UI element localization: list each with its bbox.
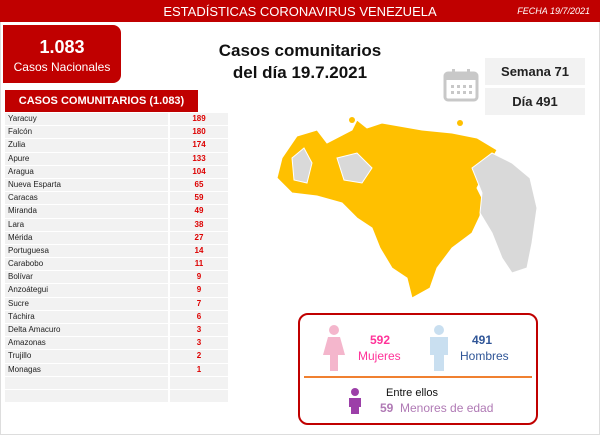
women-count: 592 [370, 333, 391, 347]
table-row: Falcón 180 [5, 126, 228, 139]
women-label: Mujeres [358, 349, 401, 363]
state-name: Yaracuy [5, 113, 168, 126]
table-row: Apure 133 [5, 152, 228, 166]
table-row: Zulia 174 [5, 139, 228, 152]
state-cases [170, 376, 228, 389]
minors-label: Menores de edad [400, 401, 494, 415]
state-cases: 3 [170, 324, 228, 337]
table-row: Miranda 49 [5, 205, 228, 218]
state-name: Bolívar [5, 271, 168, 284]
map-states-no-cases [291, 147, 538, 274]
state-cases: 7 [170, 297, 228, 310]
table-row: Trujillo 2 [5, 350, 228, 363]
state-name: Mérida [5, 231, 168, 244]
table-row: Bolívar 9 [5, 271, 228, 284]
men-count: 491 [472, 333, 493, 347]
map-island [349, 117, 355, 123]
map-nueva-esparta [457, 120, 463, 126]
state-name: Carabobo [5, 258, 168, 271]
state-name: Apure [5, 152, 168, 165]
state-name: Anzoátegui [5, 284, 168, 297]
calendar-icon [443, 69, 479, 102]
state-cases: 14 [170, 244, 228, 258]
state-name: Zulia [5, 139, 168, 152]
state-cases: 27 [170, 231, 228, 244]
state-cases: 189 [170, 113, 228, 126]
state-name: Táchira [5, 310, 168, 323]
woman-icon [323, 325, 345, 371]
state-cases: 59 [170, 192, 228, 205]
state-name: Trujillo [5, 350, 168, 363]
table-row: Sucre 7 [5, 297, 228, 311]
national-cases-label: Casos Nacionales [13, 60, 111, 74]
page-title: Casos comunitarios del día 19.7.2021 [180, 40, 420, 84]
state-name: Falcón [5, 126, 168, 139]
table-row: Aragua 104 [5, 165, 228, 179]
state-cases: 104 [170, 165, 228, 178]
table-row: Caracas 59 [5, 192, 228, 205]
state-cases: 9 [170, 271, 228, 284]
venezuela-map [276, 117, 538, 299]
state-name: Nueva Esparta [5, 178, 168, 192]
table-row: Amazonas 3 [5, 337, 228, 350]
state-name: Delta Amacuro [5, 324, 168, 337]
header-bar: ESTADÍSTICAS CORONAVIRUS VENEZUELA FECHA… [0, 0, 600, 22]
cases-table: Yaracuy 189 Falcón 180 Zulia 174 Apure 133 Aragu… [5, 113, 228, 403]
state-name: Portuguesa [5, 244, 168, 258]
table-row: Yaracuy 189 [5, 113, 228, 126]
table-row: Lara 38 [5, 218, 228, 232]
state-cases: 180 [170, 126, 228, 139]
table-header: CASOS COMUNITARIOS (1.083) [5, 90, 198, 112]
minors-count: 59 [380, 401, 394, 415]
state-cases: 2 [170, 350, 228, 363]
table-row: Carabobo 11 [5, 258, 228, 271]
table-row: Portuguesa 14 [5, 244, 228, 258]
title-line-2: del día 19.7.2021 [232, 63, 368, 82]
state-cases: 174 [170, 139, 228, 152]
state-cases: 3 [170, 337, 228, 350]
table-row [5, 376, 228, 390]
state-name: Aragua [5, 165, 168, 178]
table-row: Delta Amacuro 3 [5, 324, 228, 337]
state-name: Sucre [5, 297, 168, 310]
state-name: Monagas [5, 363, 168, 376]
national-cases-box: 1.083 Casos Nacionales [3, 25, 121, 83]
header-title: ESTADÍSTICAS CORONAVIRUS VENEZUELA [163, 4, 437, 19]
header-date: FECHA 19/7/2021 [517, 6, 590, 16]
table-row: Anzoátegui 9 [5, 284, 228, 297]
national-cases-value: 1.083 [39, 37, 85, 57]
day-box: Día 491 [485, 88, 585, 115]
child-icon [349, 388, 361, 414]
men-label: Hombres [460, 349, 509, 363]
state-name: Caracas [5, 192, 168, 205]
divider [304, 376, 532, 378]
state-cases: 38 [170, 218, 228, 231]
table-row [5, 389, 228, 403]
state-name [5, 389, 168, 403]
title-line-1: Casos comunitarios [218, 41, 382, 60]
table-row: Nueva Esparta 65 [5, 178, 228, 192]
state-name: Lara [5, 218, 168, 231]
map-states-with-cases [276, 119, 498, 299]
man-icon [430, 325, 448, 371]
state-cases: 6 [170, 310, 228, 323]
state-cases: 1 [170, 363, 228, 376]
state-cases: 9 [170, 284, 228, 297]
week-box: Semana 71 [485, 58, 585, 85]
state-cases [170, 389, 228, 403]
gender-box: 592 Mujeres 491 Hombres Entre ellos 59 M… [298, 313, 538, 425]
state-cases: 11 [170, 258, 228, 271]
state-cases: 65 [170, 178, 228, 192]
state-name: Amazonas [5, 337, 168, 350]
state-cases: 133 [170, 152, 228, 165]
state-name: Miranda [5, 205, 168, 218]
table-row: Mérida 27 [5, 231, 228, 245]
table-row: Monagas 1 [5, 363, 228, 377]
table-row: Táchira 6 [5, 310, 228, 324]
state-name [5, 376, 168, 389]
state-cases: 49 [170, 205, 228, 218]
among-label: Entre ellos [386, 387, 438, 399]
